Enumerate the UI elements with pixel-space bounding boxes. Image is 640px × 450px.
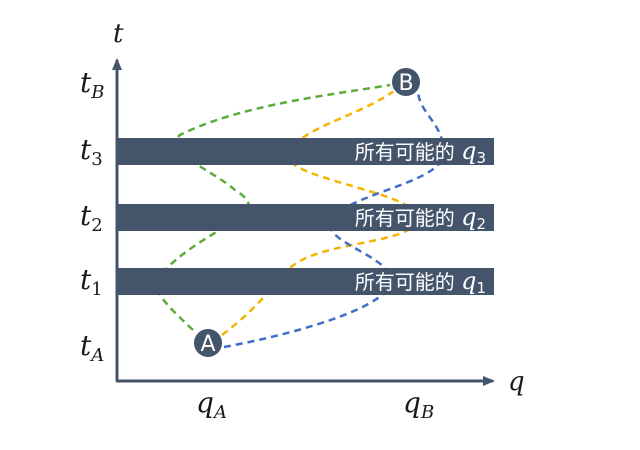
y-tick-tB: tB [80, 66, 105, 103]
band-q1 [117, 268, 494, 295]
y-axis-label: t [113, 19, 124, 49]
x-tick-labels: qA qB [196, 386, 434, 423]
y-tick-t3: t3 [80, 133, 103, 170]
y-tick-t1: t1 [80, 263, 103, 300]
node-end: B [390, 66, 422, 98]
x-tick-qA: qA [196, 386, 227, 423]
band-q3 [117, 138, 494, 165]
y-tick-tA: tA [80, 329, 104, 366]
node-end-label: B [398, 71, 413, 96]
y-tick-t2: t2 [80, 199, 103, 236]
band-q3-label: 所有可能的 q3 [355, 137, 486, 167]
band-q1-label: 所有可能的 q1 [355, 267, 486, 297]
x-axis-label: q [508, 367, 525, 397]
x-tick-qB: qB [403, 386, 434, 423]
band-q2 [117, 204, 494, 231]
node-start: A [192, 327, 224, 359]
y-tick-labels: tB t3 t2 t1 tA [80, 66, 105, 366]
band-q2-label: 所有可能的 q2 [355, 203, 486, 233]
axes: t q [112, 19, 525, 397]
bands: 所有可能的 q3 所有可能的 q2 所有可能的 q1 [117, 137, 494, 297]
node-start-label: A [200, 332, 215, 357]
